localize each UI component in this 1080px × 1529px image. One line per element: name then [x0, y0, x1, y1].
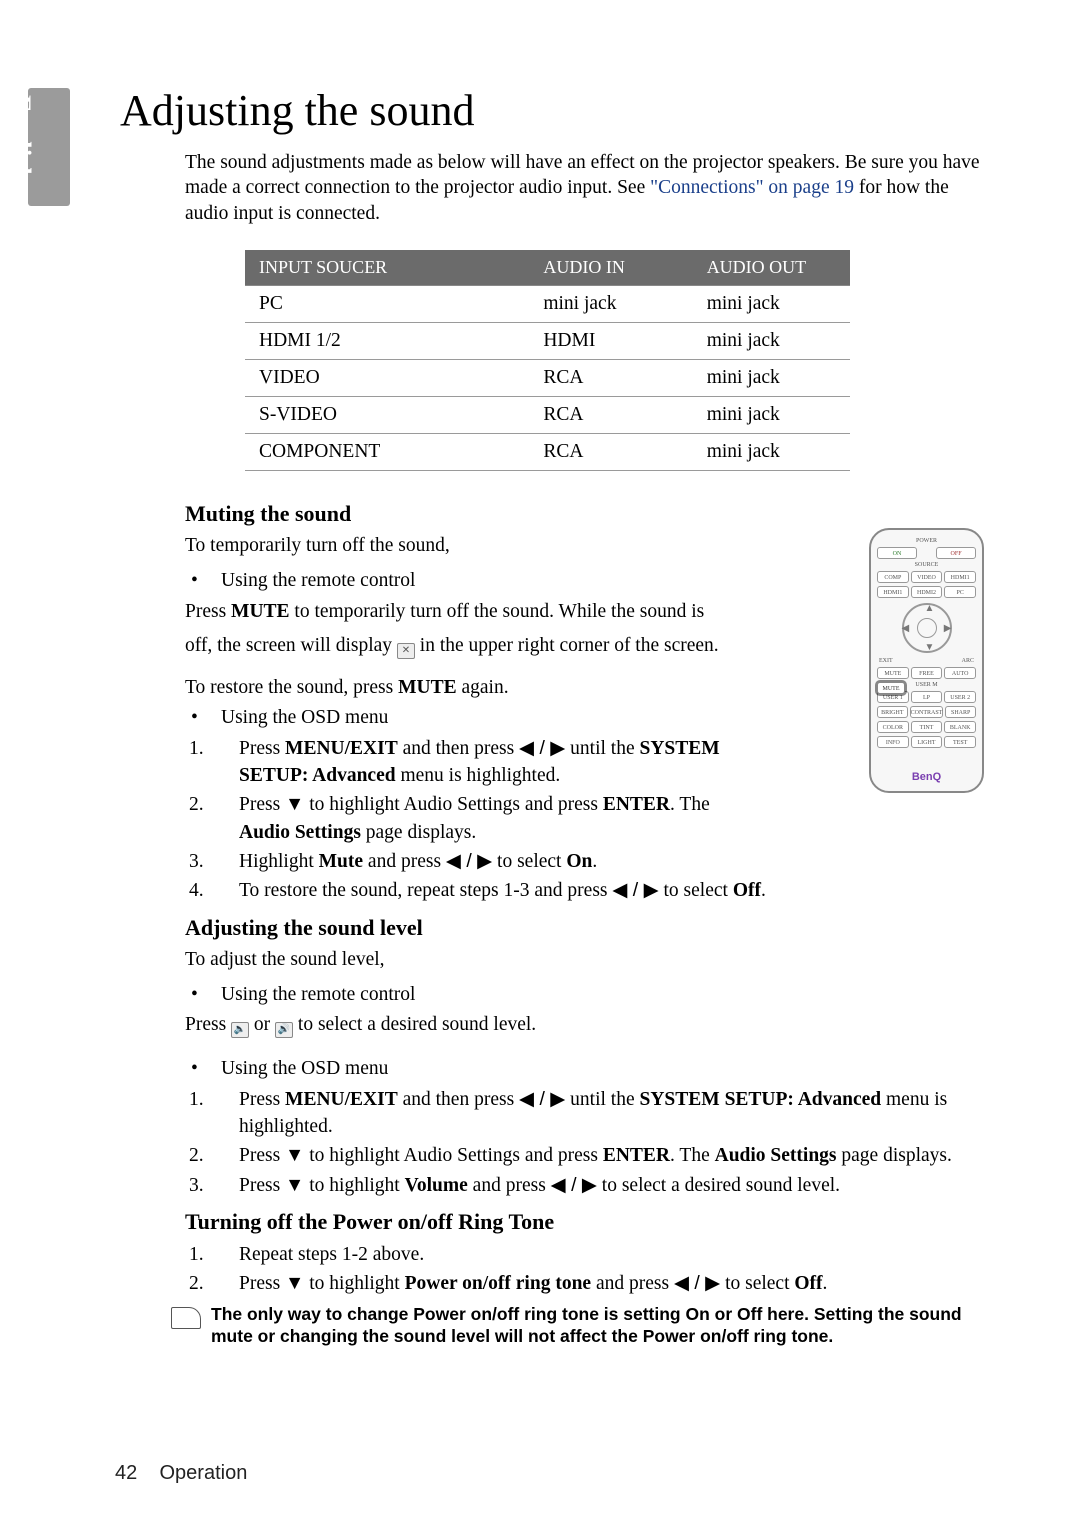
remote-dpad: ▲ ▼ ◀ ▶ [902, 603, 952, 653]
vol-up-icon: 🔊 [275, 1022, 293, 1038]
muting-step-3: 3. Highlight Mute and press ◀ / ▶ to sel… [185, 848, 990, 875]
table-row: HDMI 1/2HDMImini jack [245, 323, 850, 360]
table-cell: PC [245, 286, 529, 323]
th-input: INPUT SOUCER [245, 250, 529, 286]
table-cell: mini jack [693, 323, 850, 360]
level-step-3: 3. Press ▼ to highlight Volume and press… [185, 1172, 990, 1199]
level-bullet-osd: •Using the OSD menu [185, 1055, 990, 1082]
footer-section: Operation [159, 1462, 247, 1484]
muting-p1: Press MUTE to temporarily turn off the s… [185, 599, 765, 625]
table-cell: RCA [529, 360, 692, 397]
audio-io-table: INPUT SOUCER AUDIO IN AUDIO OUT PCmini j… [245, 250, 850, 471]
muting-step-2: 2. Press ▼ to highlight Audio Settings a… [185, 791, 765, 846]
table-row: S-VIDEORCAmini jack [245, 397, 850, 434]
table-cell: mini jack [693, 286, 850, 323]
table-cell: RCA [529, 434, 692, 471]
th-audioin: AUDIO IN [529, 250, 692, 286]
table-cell: mini jack [693, 434, 850, 471]
connections-link[interactable]: "Connections" on page 19 [650, 177, 854, 198]
language-tab-text: English [6, 95, 36, 182]
table-cell: RCA [529, 397, 692, 434]
level-bullet-remote: •Using the remote control [185, 981, 990, 1008]
table-cell: mini jack [693, 360, 850, 397]
note-icon [171, 1307, 201, 1329]
muting-p2: off, the screen will display ✕ in the up… [185, 633, 765, 659]
table-cell: HDMI 1/2 [245, 323, 529, 360]
page-footer: 42 Operation [115, 1462, 247, 1485]
remote-logo: BenQ [871, 771, 982, 783]
muting-step-1: 1. Press MENU/EXIT and then press ◀ / ▶ … [185, 735, 765, 790]
ringtone-heading: Turning off the Power on/off Ring Tone [185, 1209, 990, 1235]
table-row: COMPONENTRCAmini jack [245, 434, 850, 471]
note-callout: The only way to change Power on/off ring… [171, 1304, 990, 1348]
muting-step-4: 4. To restore the sound, repeat steps 1-… [185, 877, 990, 904]
ringtone-step-1: 1. Repeat steps 1-2 above. [185, 1241, 990, 1268]
level-step-1: 1. Press MENU/EXIT and then press ◀ / ▶ … [185, 1086, 990, 1141]
vol-down-icon: 🔈 [231, 1022, 249, 1038]
remote-off-btn: OFF [936, 547, 976, 559]
remote-mute-highlight: MUTE [877, 682, 905, 694]
table-cell: mini jack [693, 397, 850, 434]
mute-screen-icon: ✕ [397, 643, 415, 659]
level-step-2: 2. Press ▼ to highlight Audio Settings a… [185, 1142, 990, 1169]
page-number: 42 [115, 1462, 137, 1484]
muting-heading: Muting the sound [185, 501, 990, 527]
table-row: PCmini jackmini jack [245, 286, 850, 323]
th-audioout: AUDIO OUT [693, 250, 850, 286]
note-text: The only way to change Power on/off ring… [211, 1304, 990, 1348]
remote-control-illustration: POWER ONOFF SOURCE COMPVIDEOHDMI1 HDMI1H… [869, 528, 984, 793]
page-title: Adjusting the sound [120, 85, 990, 136]
intro-paragraph: The sound adjustments made as below will… [185, 150, 990, 226]
table-cell: S-VIDEO [245, 397, 529, 434]
table-cell: COMPONENT [245, 434, 529, 471]
table-cell: mini jack [529, 286, 692, 323]
remote-on-btn: ON [877, 547, 917, 559]
level-p1: Press 🔈 or 🔊 to select a desired sound l… [185, 1012, 990, 1038]
table-cell: VIDEO [245, 360, 529, 397]
level-heading: Adjusting the sound level [185, 915, 990, 941]
level-intro: To adjust the sound level, [185, 947, 990, 973]
ringtone-step-2: 2. Press ▼ to highlight Power on/off rin… [185, 1270, 990, 1297]
table-cell: HDMI [529, 323, 692, 360]
table-row: VIDEORCAmini jack [245, 360, 850, 397]
